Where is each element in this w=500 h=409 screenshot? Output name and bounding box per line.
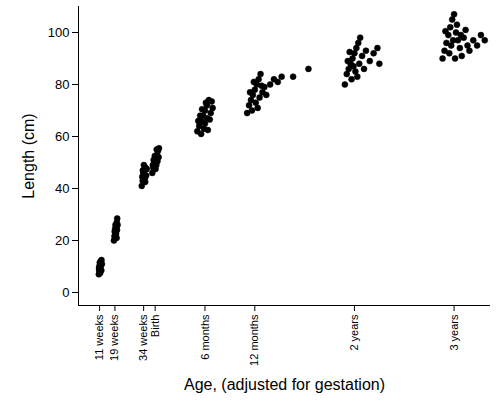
svg-text:80: 80	[55, 77, 69, 92]
svg-text:100: 100	[48, 25, 70, 40]
svg-text:2 years: 2 years	[348, 314, 360, 351]
svg-text:Age, (adjusted for gestation): Age, (adjusted for gestation)	[184, 376, 385, 393]
svg-text:60: 60	[55, 129, 69, 144]
svg-text:Length (cm): Length (cm)	[20, 113, 37, 198]
svg-text:34 weeks: 34 weeks	[137, 314, 149, 361]
svg-text:3 years: 3 years	[448, 314, 460, 351]
svg-text:12 months: 12 months	[248, 314, 260, 366]
svg-text:6 months: 6 months	[198, 314, 210, 360]
svg-text:40: 40	[55, 181, 69, 196]
svg-text:0: 0	[62, 285, 69, 300]
svg-text:11 weeks: 11 weeks	[93, 314, 105, 360]
svg-text:20: 20	[55, 233, 69, 248]
svg-text:Birth: Birth	[149, 315, 161, 338]
svg-text:19 weeks: 19 weeks	[108, 314, 120, 361]
